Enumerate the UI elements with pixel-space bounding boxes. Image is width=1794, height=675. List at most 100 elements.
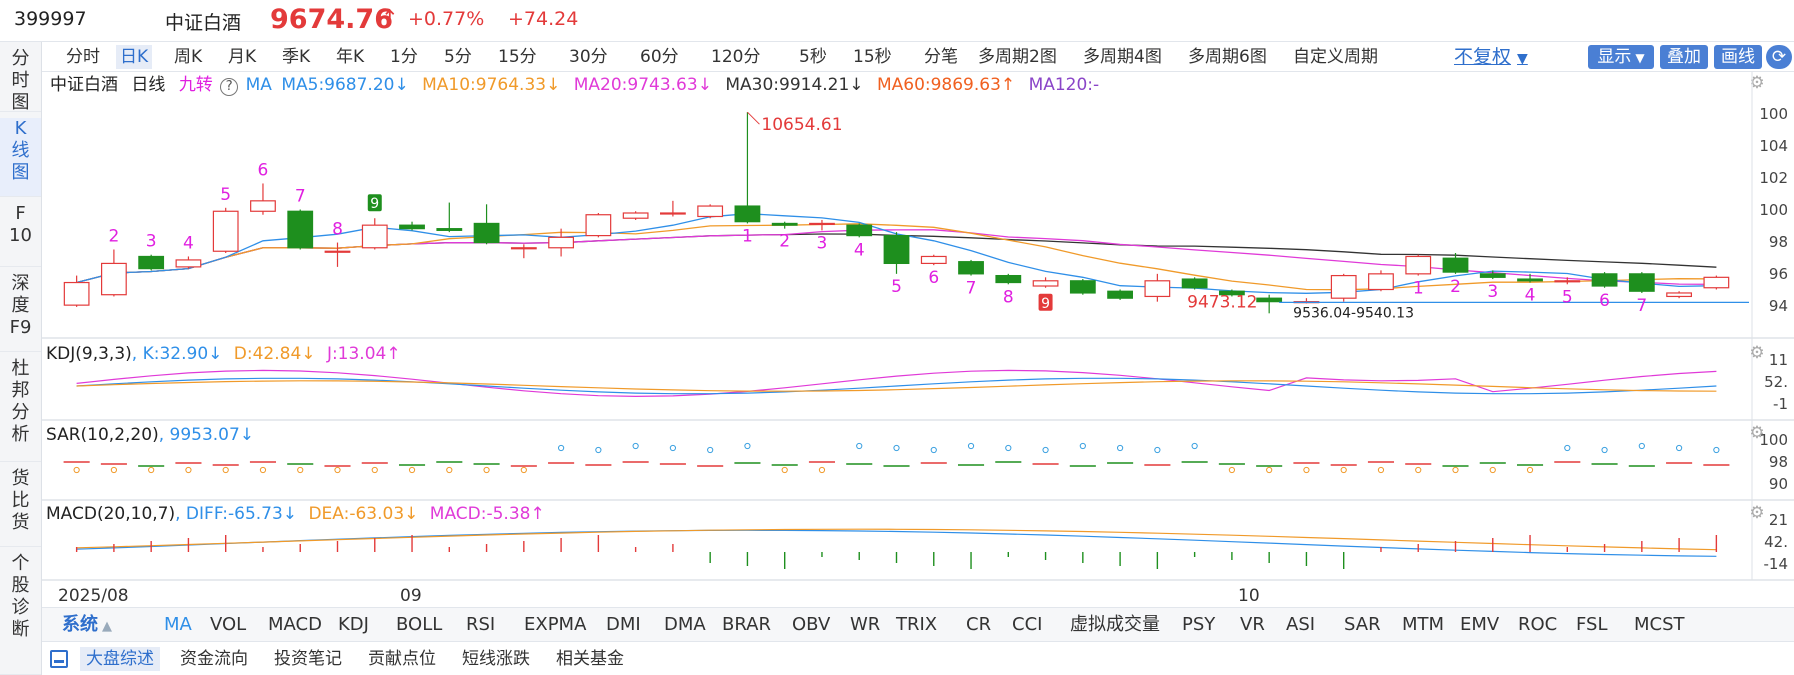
indicator-group-selector[interactable]: 系统 ▲ [62,614,112,638]
nine-turn-label: 3 [817,233,828,253]
period-tab[interactable]: 周K [174,47,203,67]
sar-settings-gear-icon[interactable]: ⚙ [1749,423,1765,443]
bottom-tab[interactable]: 贡献点位 [368,649,436,669]
help-icon[interactable]: ? [220,78,239,96]
sar-axis-1: 100 [1759,431,1788,449]
sar-dot [1266,466,1273,474]
sar-dot [148,466,155,474]
indicator-tab[interactable]: MCST [1634,614,1685,635]
nine-turn-label: 9 [370,196,379,212]
nine-turn-label: 7 [295,187,306,207]
kdj-settings-gear-icon[interactable]: ⚙ [1749,343,1765,363]
indicator-tab[interactable]: 虚拟成交量 [1070,614,1160,635]
nine-turn-label: 6 [928,268,939,288]
period-tab[interactable]: 季K [282,47,311,67]
indicator-tab[interactable]: MTM [1402,614,1445,635]
indicator-tabs: 系统 ▲ MA VOL MACD KDJ BOLL RSI EXPMA DMI DMA BRAR OB… [42,607,1794,641]
indicator-tab[interactable]: EMV [1460,614,1500,635]
legend-ma5: MA5:9687.20↓ [281,75,409,95]
sar-dot [1601,446,1608,454]
indicator-tab[interactable]: BRAR [722,614,771,635]
candle-body [622,212,649,219]
main-settings-gear-icon[interactable]: ⚙ [1749,73,1765,93]
period-tab[interactable]: 日K [116,45,153,69]
indicator-tab[interactable]: ASI [1286,614,1316,635]
last-price: 9674.76 [270,4,393,35]
legend-ma[interactable]: MA [245,75,272,95]
indicator-tab[interactable]: BOLL [396,614,443,635]
indicator-tab[interactable]: ROC [1518,614,1558,635]
indicator-tab[interactable]: TRIX [896,614,938,635]
sar-legend: SAR(10,2,20), 9953.07↓ [46,424,254,446]
nine-turn-label: 6 [1599,291,1610,311]
period-tab[interactable]: 多周期4图 [1083,47,1162,67]
left-nav-item[interactable]: 货 比 货 [0,468,41,547]
indicator-tab[interactable]: VR [1240,614,1265,635]
sar-dot [1340,466,1347,474]
indicator-tab[interactable]: EXPMA [524,614,587,635]
period-tab[interactable]: 5秒 [799,47,827,67]
left-nav-item[interactable]: 深 度 F9 [0,273,41,352]
indicator-tab[interactable]: PSY [1182,614,1216,635]
bottom-tab[interactable]: 投资笔记 [274,649,342,669]
period-tab[interactable]: 多周期2图 [978,47,1057,67]
bottom-tab[interactable]: 大盘综述 [80,647,160,671]
adjust-select[interactable]: 不复权 ▼ [1454,45,1528,71]
sar-dot [744,442,751,450]
left-nav-item[interactable]: 杜 邦 分 析 [0,358,41,462]
left-nav-item[interactable]: 个 股 诊 断 [0,553,41,675]
left-nav-item[interactable]: K 线 图 [0,118,41,197]
sar-dot [371,466,378,474]
indicator-tab[interactable]: MA [164,614,192,635]
indicator-tab[interactable]: FSL [1576,614,1608,635]
display-button[interactable]: 显示 ▼ [1588,45,1654,69]
nine-turn-label: 1 [742,226,753,246]
indicator-tab[interactable]: VOL [210,614,247,635]
period-tab[interactable]: 多周期6图 [1188,47,1267,67]
indicator-tab[interactable]: DMI [606,614,641,635]
indicator-tab[interactable]: WR [850,614,881,635]
nine-turn-label: 2 [779,232,790,252]
indicator-tab[interactable]: RSI [466,614,496,635]
period-tab[interactable]: 15分 [498,47,537,67]
indicator-tab[interactable]: MACD [268,614,322,635]
refresh-button[interactable]: ⟳ [1766,45,1792,69]
candle-body [995,274,1022,284]
draw-line-button[interactable]: 画线 [1714,45,1762,69]
indicator-tab[interactable]: DMA [664,614,706,635]
period-tab[interactable]: 自定义周期 [1293,47,1378,67]
left-nav-item[interactable]: F 10 [0,203,41,267]
nine-turn-label: 3 [1487,282,1498,302]
bottom-tab[interactable]: 短线涨跌 [462,649,530,669]
period-tab[interactable]: 月K [228,47,257,67]
bottom-tab[interactable]: 相关基金 [556,649,624,669]
indicator-tab[interactable]: SAR [1344,614,1381,635]
indicator-tab[interactable]: KDJ [338,614,369,635]
panel-toggle-icon[interactable] [50,650,68,668]
nine-turn-label: 9 [1041,296,1050,312]
left-nav-item[interactable]: 分 时 图 [0,48,41,113]
bottom-tab[interactable]: 资金流向 [180,649,248,669]
period-tab[interactable]: 15秒 [853,47,892,67]
nine-turn-label: 3 [146,232,157,252]
period-tab[interactable]: 120分 [711,47,761,67]
indicator-tab[interactable]: CCI [1012,614,1043,635]
period-tab[interactable]: 30分 [569,47,608,67]
nine-turn-label: 1 [1413,279,1424,299]
overlay-button[interactable]: 叠加 [1660,45,1708,69]
period-tab[interactable]: 分笔 [924,47,958,67]
indicator-tab[interactable]: OBV [792,614,831,635]
period-tabs: 不复权 ▼ 显示 ▼ 叠加 画线 ⟳ 分时 日K 周K 月K 季K 年K 1分 5分 15分 30分 6… [42,42,1794,72]
period-tab[interactable]: 60分 [640,47,679,67]
candle-body [1293,301,1320,304]
legend-nine[interactable]: 九转 [178,75,213,95]
refresh-icon: ⟳ [1771,47,1787,67]
candle-body [510,247,537,250]
indicator-tab[interactable]: CR [966,614,992,635]
macd-settings-gear-icon[interactable]: ⚙ [1749,503,1765,523]
period-tab[interactable]: 5分 [444,47,472,67]
nine-turn-label: 4 [854,240,865,260]
period-tab[interactable]: 分时 [66,47,100,67]
period-tab[interactable]: 年K [336,47,365,67]
period-tab[interactable]: 1分 [390,47,418,67]
